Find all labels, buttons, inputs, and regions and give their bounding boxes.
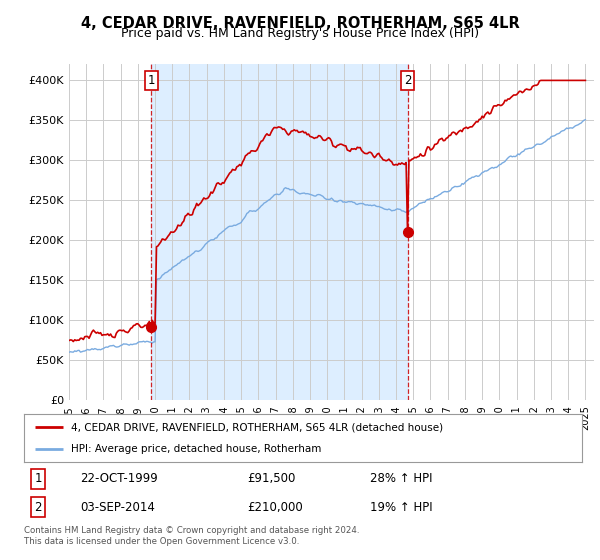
- Text: 28% ↑ HPI: 28% ↑ HPI: [370, 473, 433, 486]
- Text: 2: 2: [34, 501, 42, 514]
- Text: 4, CEDAR DRIVE, RAVENFIELD, ROTHERHAM, S65 4LR (detached house): 4, CEDAR DRIVE, RAVENFIELD, ROTHERHAM, S…: [71, 422, 443, 432]
- Text: Contains HM Land Registry data © Crown copyright and database right 2024.
This d: Contains HM Land Registry data © Crown c…: [24, 526, 359, 546]
- Bar: [151, 64, 407, 400]
- Text: 22-OCT-1999: 22-OCT-1999: [80, 473, 158, 486]
- Text: 1: 1: [148, 74, 155, 87]
- Text: Price paid vs. HM Land Registry's House Price Index (HPI): Price paid vs. HM Land Registry's House …: [121, 27, 479, 40]
- Text: £91,500: £91,500: [247, 473, 296, 486]
- Text: 4, CEDAR DRIVE, RAVENFIELD, ROTHERHAM, S65 4LR: 4, CEDAR DRIVE, RAVENFIELD, ROTHERHAM, S…: [80, 16, 520, 31]
- Text: 03-SEP-2014: 03-SEP-2014: [80, 501, 155, 514]
- Text: HPI: Average price, detached house, Rotherham: HPI: Average price, detached house, Roth…: [71, 444, 322, 454]
- Text: £210,000: £210,000: [247, 501, 303, 514]
- Text: 1: 1: [34, 473, 42, 486]
- Text: 19% ↑ HPI: 19% ↑ HPI: [370, 501, 433, 514]
- Text: 2: 2: [404, 74, 412, 87]
